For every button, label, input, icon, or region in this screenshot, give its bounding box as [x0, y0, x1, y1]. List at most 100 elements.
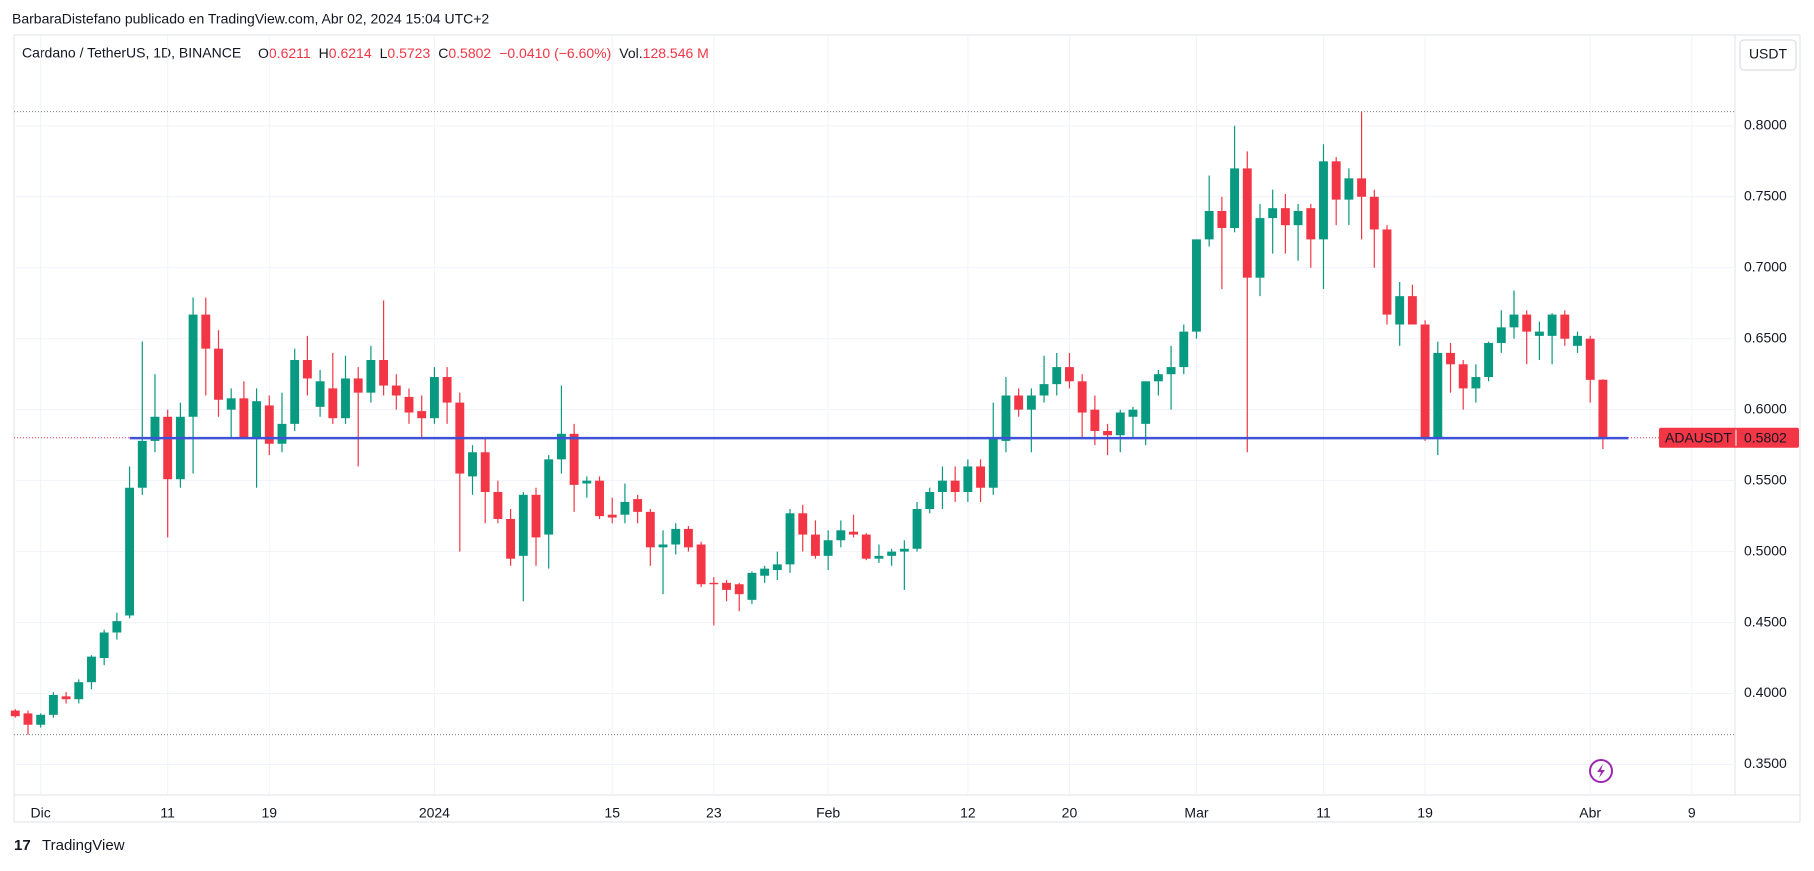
candle-body [10, 710, 20, 717]
candle-body [531, 494, 541, 538]
candle-body [379, 360, 389, 386]
candle-body [1166, 367, 1176, 375]
candle-body [696, 544, 706, 585]
candle-body [480, 452, 490, 492]
candle-body [709, 582, 719, 585]
lightning-icon[interactable] [1589, 759, 1613, 783]
legend-open-key: O [258, 45, 269, 61]
candle-body [1268, 208, 1278, 219]
candle-body [36, 714, 46, 725]
legend-volume: 128.546 M [643, 45, 709, 61]
candle-body [544, 459, 554, 535]
currency-label[interactable]: USDT [1749, 46, 1788, 62]
candle-body [1242, 168, 1252, 278]
candle-body [277, 423, 287, 444]
x-tick-label: Mar [1184, 805, 1208, 821]
candle-body [23, 713, 33, 725]
candle-body [887, 551, 897, 556]
candle-body [950, 480, 960, 492]
legend-open: 0.6211 [269, 45, 311, 61]
legend-volume-key: Vol. [619, 45, 642, 61]
candle-body [1509, 314, 1519, 328]
candle-body [772, 564, 782, 571]
price-label-symbol: ADAUSDT [1665, 429, 1732, 445]
candle-body [1230, 168, 1240, 229]
x-tick-label: Dic [31, 805, 51, 821]
legend-close-key: C [438, 45, 448, 61]
candle-body [1204, 210, 1214, 240]
x-tick-label: 15 [604, 805, 620, 821]
candle-body [938, 480, 947, 492]
candle-body [1090, 409, 1100, 431]
candle-body [264, 405, 274, 444]
candle-body [1585, 338, 1595, 380]
candle-body [226, 398, 236, 410]
x-tick-label: 9 [1688, 805, 1696, 821]
candle-body [836, 530, 846, 541]
candle-body [1128, 409, 1138, 417]
candle-body [1103, 430, 1113, 436]
symbol: Cardano / TetherUS, 1D, BINANCE [22, 45, 241, 61]
ohlc-values: O0.6211 H0.6214 L0.5723 C0.5802 −0.0410 (−6.… [258, 45, 709, 61]
candle-body [353, 378, 363, 393]
candle-body [366, 360, 376, 393]
y-tick-label: 0.3500 [1744, 755, 1787, 771]
candle-body [1014, 395, 1024, 410]
candle-body [1496, 327, 1506, 343]
candle-body [48, 694, 58, 715]
candle-body [1420, 324, 1430, 439]
candle-body [582, 480, 592, 484]
candle-body [1001, 395, 1011, 441]
candle-body [1255, 218, 1265, 278]
x-tick-label: 11 [1316, 805, 1331, 821]
candle-body [468, 452, 477, 477]
candle-body [1026, 395, 1036, 410]
candle-body [671, 528, 681, 545]
candle-body [823, 540, 833, 556]
candle-body [1446, 352, 1455, 365]
candle-body [61, 696, 71, 700]
candle-body [569, 433, 579, 485]
legend-high: 0.6214 [329, 45, 372, 61]
candle-body [747, 572, 757, 600]
candle-body [1039, 384, 1049, 396]
candle-body [722, 582, 731, 590]
candle-body [404, 396, 414, 413]
candle-body [1280, 208, 1290, 226]
candle-body [99, 632, 109, 659]
candle-body [1522, 314, 1532, 332]
footer: TradingView [42, 837, 125, 854]
legend-high-key: H [319, 45, 329, 61]
candle-body [1065, 367, 1074, 382]
candle-body [1344, 178, 1354, 200]
candle-body [1357, 178, 1367, 197]
candle-body [252, 401, 262, 439]
candle-body [302, 360, 312, 379]
candle-body [506, 518, 516, 559]
x-tick-label: 20 [1062, 805, 1078, 821]
candle-body [1141, 381, 1151, 424]
candle-body [1484, 342, 1494, 378]
candle-body [810, 534, 820, 556]
candle-body [899, 548, 909, 552]
candle-body [290, 360, 300, 424]
candle-body [595, 480, 604, 517]
plot: 0.3500 0.4000 0.4500 0.5000 0.5500 0.6000 0.65… [10, 35, 1799, 821]
candle-body [87, 656, 96, 683]
candle-body [658, 544, 668, 548]
candle-body [1369, 196, 1379, 230]
candle-body [785, 513, 795, 565]
candle-body [1077, 381, 1087, 413]
candle-body [1192, 239, 1201, 332]
candle-body [1179, 331, 1189, 368]
currency-button[interactable] [1739, 39, 1797, 71]
candle-body [1306, 208, 1316, 240]
y-tick-label: 0.7000 [1744, 258, 1787, 274]
candle-body [239, 398, 249, 439]
legend-low: 0.5723 [387, 45, 430, 61]
candle-body [1382, 229, 1392, 315]
candle-body [1458, 364, 1468, 389]
candle-body [556, 433, 566, 460]
x-tick-label: Abr [1579, 805, 1601, 821]
x-tick-label: 19 [1417, 805, 1433, 821]
